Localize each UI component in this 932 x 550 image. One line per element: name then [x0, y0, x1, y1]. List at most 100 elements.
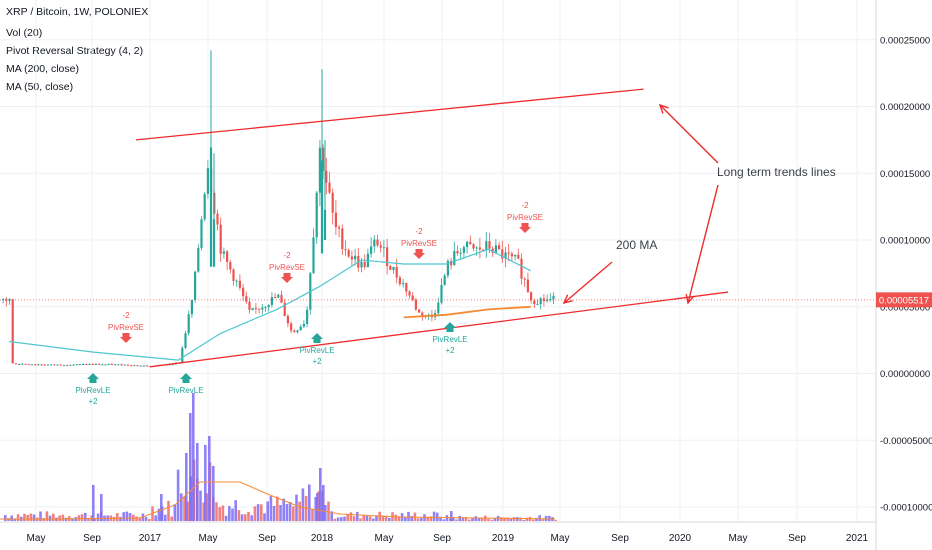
- candle-body: [232, 269, 235, 281]
- volume-bar: [410, 515, 413, 521]
- candle-body: [539, 298, 542, 305]
- candle-body: [238, 280, 241, 288]
- candle-body: [130, 365, 133, 367]
- volume-bar: [173, 504, 177, 521]
- candle-body: [248, 301, 251, 310]
- grid-lines: [0, 0, 876, 522]
- signal-qty: +2: [445, 346, 455, 355]
- volume-bar: [228, 506, 231, 521]
- volume-bar: [125, 511, 129, 521]
- arrow-up-icon: [87, 373, 99, 383]
- volume-bar: [548, 515, 551, 521]
- volume-bar: [185, 453, 188, 521]
- volume-bar: [77, 515, 81, 521]
- volume-bar: [436, 512, 439, 521]
- candle-body: [286, 315, 289, 324]
- indicator-pivot-reversal[interactable]: Pivot Reversal Strategy (4, 2): [6, 45, 144, 57]
- candle-body: [546, 299, 549, 301]
- price-tick-label: -0.00005000: [880, 436, 932, 447]
- volume-bar: [375, 515, 378, 521]
- candle-body: [360, 261, 363, 268]
- candles: [2, 50, 555, 367]
- candle-body: [350, 256, 353, 260]
- volume-bar: [311, 509, 314, 521]
- volume-bar: [45, 511, 49, 521]
- signal-qty: -2: [521, 201, 529, 210]
- volume-bar: [61, 514, 65, 521]
- indicator-volume[interactable]: Vol (20): [6, 27, 43, 39]
- candle-body: [453, 250, 456, 266]
- candle-body: [402, 282, 405, 285]
- annotations: Long term trends lines 200 MA: [562, 103, 836, 305]
- ma50-line: [8, 248, 531, 361]
- volume-bar: [522, 519, 525, 521]
- volume-bar: [205, 493, 209, 521]
- volume-bar: [432, 511, 436, 521]
- candle-body: [126, 364, 129, 366]
- signal-label: PivRevSE: [269, 263, 305, 272]
- volume-bar: [263, 513, 266, 521]
- volume-bar: [231, 508, 234, 521]
- volume-bar: [42, 518, 45, 521]
- candle-body: [315, 192, 318, 238]
- time-tick-label: May: [27, 533, 46, 544]
- candle-body: [2, 298, 5, 300]
- candle-body: [507, 252, 510, 254]
- candle-body: [85, 364, 88, 366]
- signal-qty: +2: [88, 397, 98, 406]
- candle-body: [517, 254, 520, 259]
- volume-bar: [426, 516, 429, 521]
- volume-bar: [199, 490, 202, 521]
- volume-bar: [204, 445, 207, 521]
- candle-body: [181, 347, 184, 364]
- candle-body: [190, 299, 193, 315]
- volume-bar: [272, 505, 276, 521]
- volume-bar: [247, 511, 250, 521]
- candle-body: [552, 295, 555, 299]
- signal-label: PivRevSE: [507, 213, 543, 222]
- volume-bar: [84, 512, 87, 521]
- candle-body: [331, 192, 334, 213]
- volume-bar: [189, 413, 192, 521]
- arrow-head-icon: [685, 294, 695, 305]
- volume-bar: [468, 519, 471, 521]
- candle-body: [312, 237, 315, 274]
- signal-label: PivRevLE: [299, 346, 334, 355]
- volume-bar: [474, 516, 477, 521]
- indicator-ma200[interactable]: MA (200, close): [6, 63, 79, 75]
- candle-body: [323, 209, 327, 240]
- price-tick-label: 0.00020000: [880, 102, 930, 113]
- signal-short: -2 PivRevSE: [507, 201, 543, 233]
- candle-body: [389, 266, 392, 270]
- arrow-up-icon: [311, 333, 323, 343]
- candle-body: [184, 333, 187, 348]
- candle-body: [91, 364, 94, 366]
- volume-bar: [450, 511, 453, 521]
- candle-body: [325, 170, 328, 183]
- candle-body: [203, 193, 206, 220]
- time-tick-label: Sep: [788, 533, 806, 544]
- candle-body: [72, 364, 75, 366]
- candle-body: [274, 297, 277, 299]
- volume-bar: [48, 515, 52, 521]
- candle-body: [549, 298, 552, 300]
- candle-body: [216, 213, 219, 225]
- candle-body: [277, 294, 280, 298]
- signal-qty: +2: [312, 357, 322, 366]
- ma-note: 200 MA: [616, 238, 657, 252]
- volume-bar: [250, 515, 253, 521]
- time-tick-label: 2017: [139, 533, 162, 544]
- candle-body: [107, 363, 110, 365]
- volume-bar: [439, 516, 442, 521]
- candle-body: [370, 246, 373, 254]
- candle-body: [69, 364, 72, 366]
- candle-body: [123, 364, 126, 366]
- indicator-ma50[interactable]: MA (50, close): [6, 81, 74, 93]
- time-axis: May Sep 2017 May Sep 2018 May Sep 2019 May Sep 2020…: [27, 533, 869, 544]
- candle-body: [514, 254, 517, 257]
- candle-body: [443, 275, 446, 285]
- arrow-down-icon: [281, 273, 293, 283]
- signal-label: PivRevLE: [75, 386, 110, 395]
- arrow-shaft: [659, 104, 719, 164]
